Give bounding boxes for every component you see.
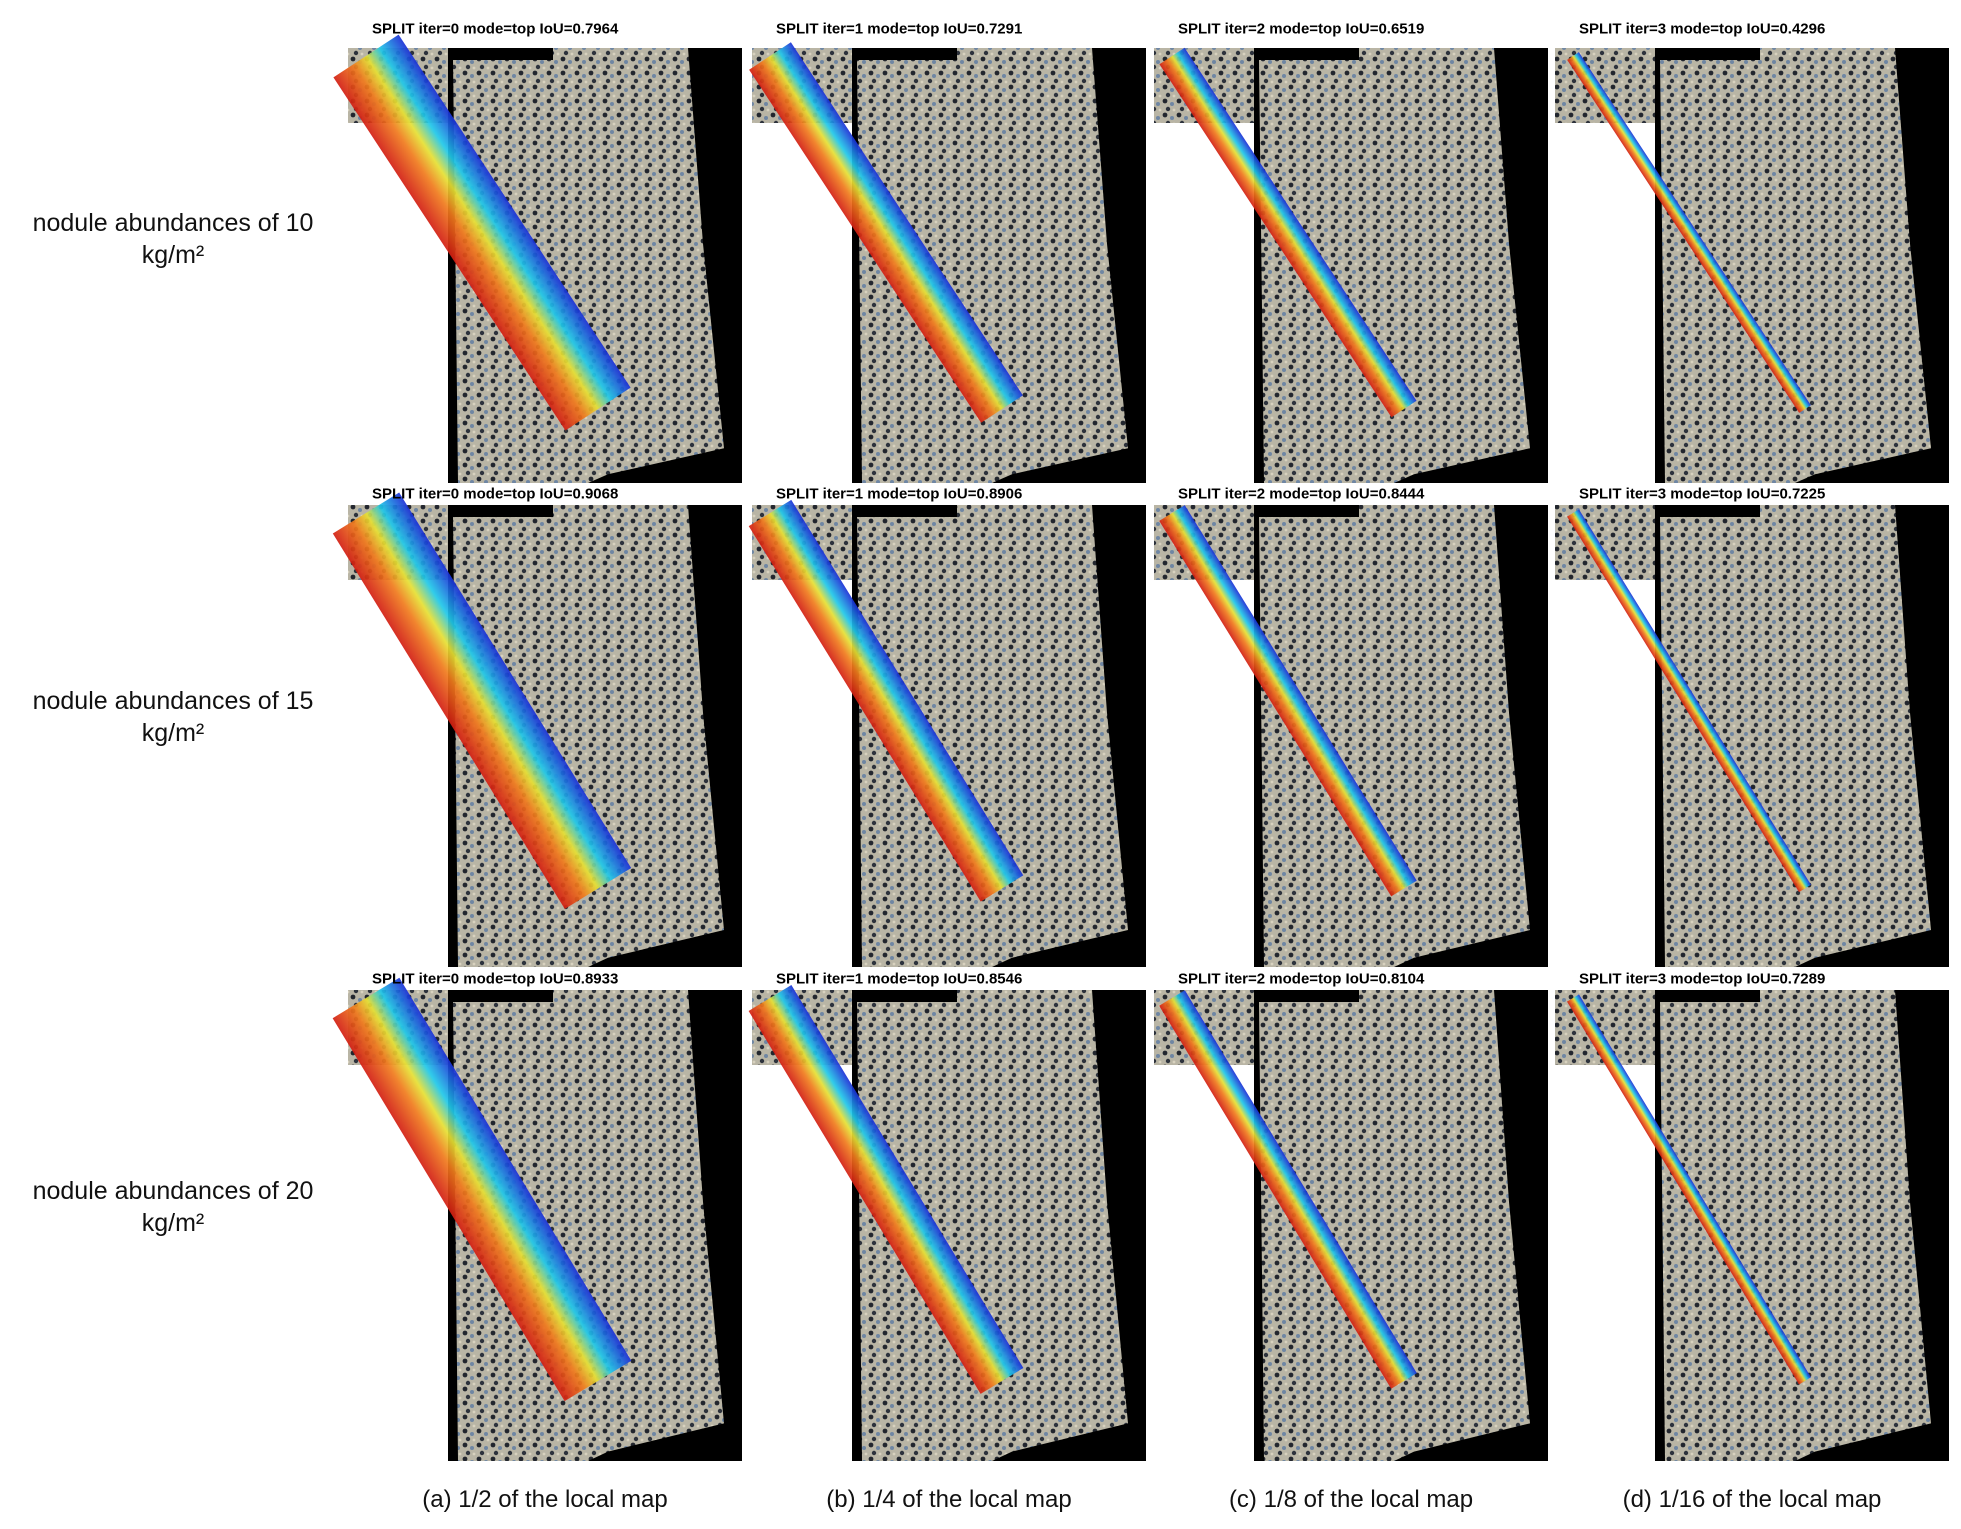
match-lines bbox=[1567, 994, 1811, 1385]
panel-image bbox=[1555, 48, 1949, 483]
match-lines bbox=[1567, 52, 1811, 413]
panel-title: SPLIT iter=2 mode=top IoU=0.8104 bbox=[1178, 970, 1425, 988]
seabed-map bbox=[1259, 48, 1530, 483]
panel-title: SPLIT iter=3 mode=top IoU=0.4296 bbox=[1579, 20, 1826, 38]
seabed-map bbox=[857, 990, 1128, 1461]
seabed-map bbox=[1660, 990, 1931, 1461]
seabed-map bbox=[453, 990, 724, 1461]
panel-image bbox=[1555, 505, 1949, 967]
panel-title: SPLIT iter=1 mode=top IoU=0.8906 bbox=[776, 485, 1023, 503]
panel-image bbox=[1154, 505, 1548, 967]
panel-title: SPLIT iter=0 mode=top IoU=0.8933 bbox=[372, 970, 619, 988]
panel-image bbox=[1154, 990, 1548, 1461]
column-caption: (d) 1/16 of the local map bbox=[1622, 1486, 1882, 1513]
panel-image bbox=[748, 985, 1146, 1461]
seabed-map bbox=[1660, 48, 1931, 483]
match-lines bbox=[333, 34, 631, 431]
panel-title: SPLIT iter=1 mode=top IoU=0.8546 bbox=[776, 970, 1023, 988]
panel-image bbox=[1154, 47, 1548, 483]
column-caption: (b) 1/4 of the local map bbox=[826, 1486, 1072, 1513]
panel-title: SPLIT iter=2 mode=top IoU=0.6519 bbox=[1178, 20, 1425, 38]
seabed-map bbox=[453, 48, 724, 483]
match-lines bbox=[1567, 509, 1811, 893]
seabed-map bbox=[1259, 990, 1530, 1461]
panel-image bbox=[749, 42, 1146, 483]
panel-title: SPLIT iter=2 mode=top IoU=0.8444 bbox=[1178, 485, 1425, 503]
panel-image bbox=[332, 977, 742, 1461]
match-lines bbox=[332, 492, 632, 909]
panel-title: SPLIT iter=0 mode=top IoU=0.9068 bbox=[372, 485, 619, 503]
panel-title: SPLIT iter=3 mode=top IoU=0.7225 bbox=[1579, 485, 1826, 503]
match-lines bbox=[748, 985, 1024, 1394]
match-lines bbox=[332, 977, 632, 1402]
match-lines bbox=[1159, 47, 1417, 418]
panel-image bbox=[332, 492, 742, 967]
seabed-map bbox=[1660, 505, 1931, 967]
row-label: nodule abundances of 20 kg/m² bbox=[32, 1177, 314, 1237]
panel-title: SPLIT iter=0 mode=top IoU=0.7964 bbox=[372, 20, 619, 38]
panel-title: SPLIT iter=1 mode=top IoU=0.7291 bbox=[776, 20, 1023, 38]
match-lines bbox=[749, 42, 1023, 423]
match-lines bbox=[748, 499, 1024, 902]
seabed-map bbox=[857, 48, 1128, 483]
row-label: nodule abundances of 10 kg/m² bbox=[32, 209, 314, 269]
column-caption: (a) 1/2 of the local map bbox=[422, 1486, 668, 1513]
seabed-map bbox=[1259, 505, 1530, 967]
seabed-map bbox=[857, 505, 1128, 967]
panel-image bbox=[748, 499, 1146, 967]
panel-title: SPLIT iter=3 mode=top IoU=0.7289 bbox=[1579, 970, 1826, 988]
row-label: nodule abundances of 15 kg/m² bbox=[32, 687, 314, 747]
panel-image bbox=[1555, 990, 1949, 1461]
column-caption: (c) 1/8 of the local map bbox=[1228, 1486, 1474, 1513]
panel-image bbox=[333, 34, 742, 483]
match-lines bbox=[1159, 990, 1417, 1389]
match-lines bbox=[1159, 505, 1417, 897]
seabed-map bbox=[453, 505, 724, 967]
